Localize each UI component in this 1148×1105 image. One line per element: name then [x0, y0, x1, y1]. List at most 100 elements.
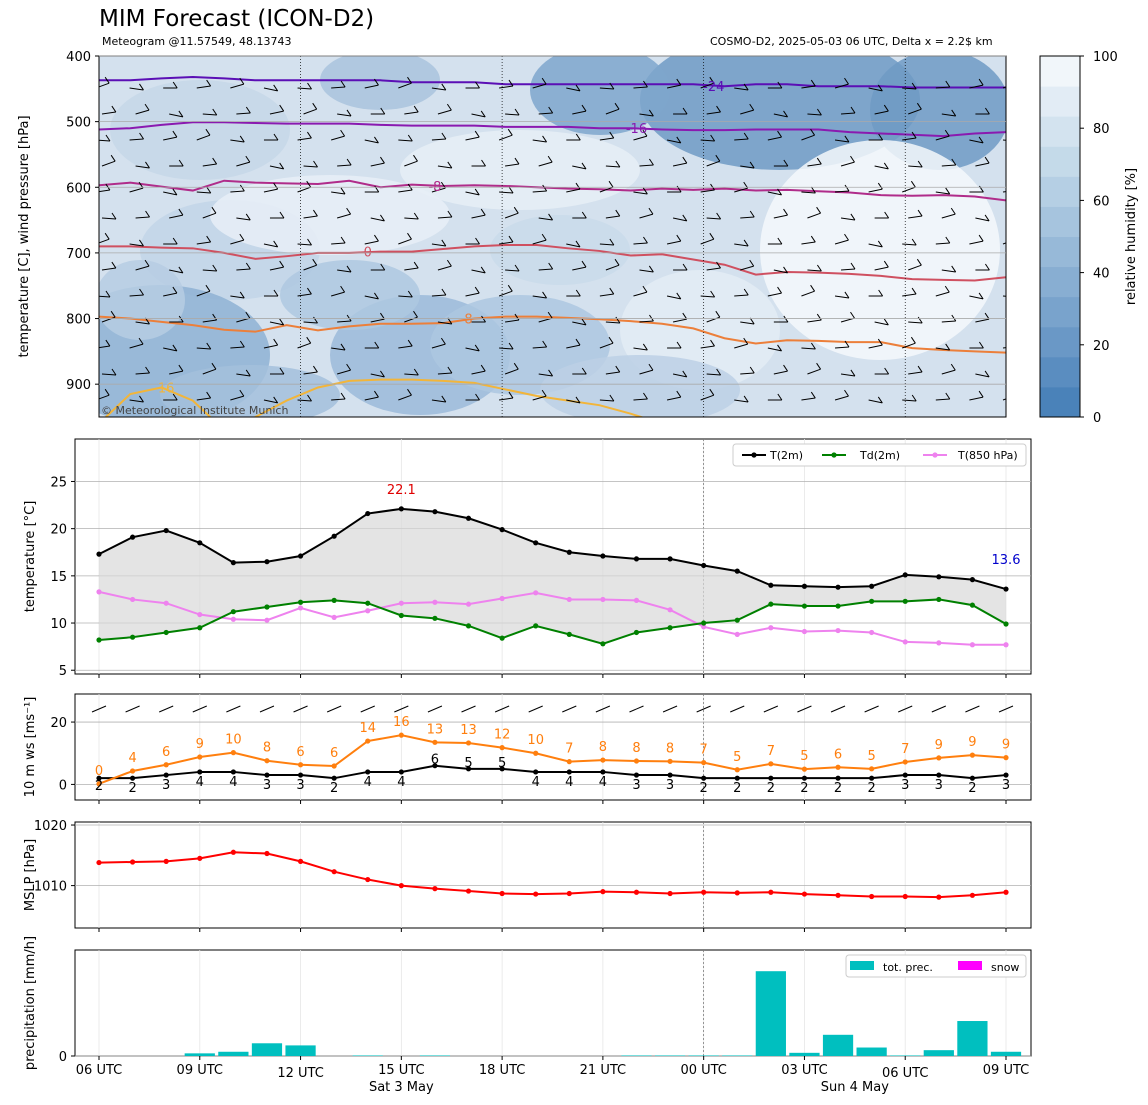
wind-barb-flag [850, 311, 855, 319]
wind-barb [1002, 86, 1006, 89]
series-td2m-point [163, 629, 169, 636]
wind-barb [605, 264, 620, 271]
wind-barb-flag [239, 184, 245, 192]
wind-barb [633, 291, 648, 297]
surface-wind-barb [629, 705, 644, 713]
wind-barb-flag [413, 212, 419, 220]
ws-data-label-22: 6 [834, 747, 842, 762]
wind-barb-flag [716, 212, 722, 220]
wind-barb [129, 187, 144, 193]
series-t2m-point [297, 553, 304, 559]
wind-barb-flag [139, 395, 144, 403]
series-t850-point [96, 589, 102, 595]
wind-barb [902, 243, 917, 246]
surface-wind-barb [427, 705, 443, 713]
isotherm-label-5: 16 [158, 381, 175, 396]
wind-barb [99, 139, 111, 142]
gust-data-label-8: 4 [364, 775, 372, 790]
precip-bar-4 [218, 1051, 249, 1056]
series-gust-point [365, 769, 371, 775]
wind-barb-flag [178, 208, 184, 216]
series-t2m-point [768, 582, 774, 588]
wind-barb-flag [145, 366, 150, 374]
wind-barb-flag [944, 285, 950, 293]
wind-barb [639, 269, 654, 273]
wind-barb-flag [615, 365, 621, 373]
wind-barb-flag [508, 391, 514, 399]
series-ws-point [331, 763, 337, 769]
series-td2m-point [129, 634, 136, 640]
series-t2m-point [533, 540, 539, 546]
wind-barb-flag [917, 160, 923, 168]
surface-wind-barb [360, 705, 375, 713]
panel1-ylabel: temperature [C], wind pressure [hPa] [17, 115, 32, 357]
wind-barb [337, 213, 351, 219]
gust-data-label-0: 2 [95, 779, 103, 794]
series-t2m-point [465, 515, 472, 521]
wind-barb-flag [346, 314, 352, 322]
wind-barb-flag [911, 238, 917, 246]
wind-barb-flag [380, 370, 385, 378]
wind-barb [230, 239, 244, 245]
colorbar-segment [1040, 146, 1080, 177]
wind-barb-flag [474, 188, 480, 196]
wind-barb [337, 369, 351, 375]
series-t2m-point [734, 568, 740, 574]
wind-barb-flag [139, 239, 144, 247]
series-t850-point [902, 639, 908, 645]
wind-barb [566, 344, 581, 349]
ws-data-label-11: 13 [460, 723, 477, 738]
wind-barb-flag [884, 211, 890, 219]
wind-barb-flag [474, 130, 480, 138]
colorbar-segment [1040, 56, 1080, 87]
wind-barb [163, 292, 177, 297]
wind-barb-flag [816, 362, 822, 370]
wind-barb [303, 264, 317, 271]
wind-barb [834, 83, 849, 89]
series-t2m-point [801, 583, 808, 589]
wind-barb [471, 370, 486, 375]
wind-barb-flag [682, 107, 688, 115]
wind-barb-flag [676, 234, 682, 242]
surface-wind-barb [394, 705, 409, 713]
wind-barb-flag [614, 102, 620, 110]
x-tick-label-5: 21 UTC [580, 1063, 626, 1078]
wind-barb-flag [676, 390, 682, 398]
wind-barb [969, 84, 984, 89]
wind-barb [504, 212, 519, 219]
wind-barb-flag [850, 106, 856, 114]
wind-barb [398, 345, 413, 349]
wind-barb [706, 217, 721, 220]
wind-barb [767, 292, 782, 297]
series-mslp-point [499, 890, 505, 897]
series-ws-point [701, 759, 707, 766]
isotherm-line-0 [99, 76, 1006, 89]
wind-barb-flag [1018, 155, 1022, 161]
wind-barb-flag [844, 291, 850, 299]
series-t2m-point [264, 559, 270, 565]
series-td2m-point [264, 604, 270, 610]
wind-barb-flag [1018, 311, 1022, 317]
wind-barb [163, 191, 177, 196]
wind-barb [538, 161, 553, 167]
series-t850-point [432, 599, 438, 605]
wind-barb [941, 269, 956, 273]
wind-barb [236, 161, 250, 167]
wind-barb-flag [749, 366, 755, 374]
surface-wind-barb [998, 705, 1014, 713]
series-t2m-point [499, 527, 505, 533]
precip-bar-16 [621, 1055, 652, 1056]
wind-barb-flag [844, 77, 849, 85]
surface-wind-barb [192, 705, 207, 713]
wind-barb-flag [877, 338, 883, 346]
wind-barb [1009, 268, 1023, 270]
wind-barb [566, 188, 581, 193]
wind-barb [605, 215, 620, 219]
wind-barb [364, 240, 379, 245]
series-ws-point [734, 767, 740, 773]
wind-barb [834, 239, 849, 245]
wind-barb-flag [710, 290, 716, 298]
wind-barb-flag [541, 233, 547, 241]
series-mslp-point [533, 891, 539, 897]
wind-barb-flag [447, 210, 453, 218]
